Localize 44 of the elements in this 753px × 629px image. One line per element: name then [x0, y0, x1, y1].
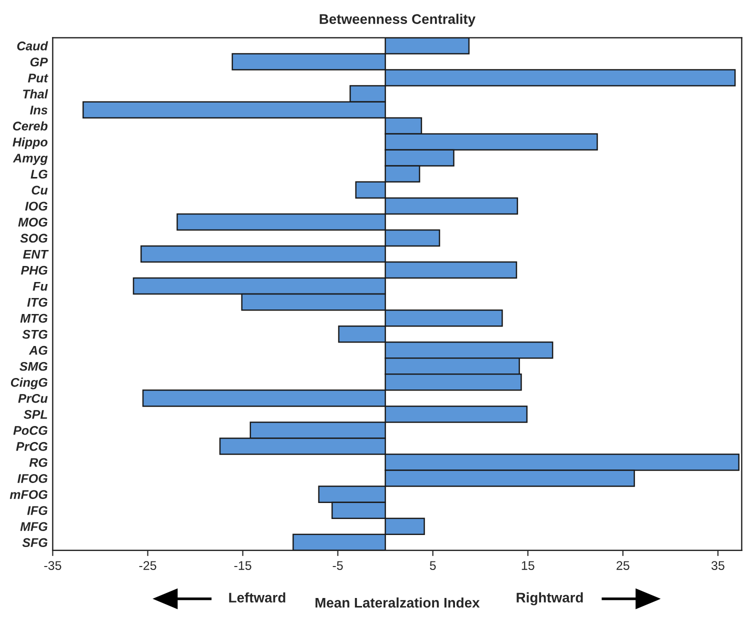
y-tick-label: SOG — [20, 234, 48, 243]
y-tick-label: GP — [30, 58, 48, 66]
y-tick-label: RG — [29, 458, 48, 467]
y-tick-label: STG — [22, 330, 48, 339]
y-tick-label: CingG — [10, 378, 48, 390]
y-tick-label: PHG — [20, 266, 48, 275]
y-tick-label: AG — [28, 346, 48, 355]
y-tick-label: Thal — [23, 89, 48, 98]
y-tick-label: PoCG — [13, 426, 48, 435]
x-tick-label: 15 — [522, 561, 534, 570]
y-tick-label: ENT — [23, 250, 49, 259]
x-tick-label: -5 — [332, 561, 343, 570]
y-tick-label: Put — [28, 74, 48, 82]
y-tick-label: Ins — [30, 106, 48, 114]
y-tick-label: MOG — [18, 218, 48, 227]
y-tick-label: Cu — [32, 186, 48, 195]
y-tick-label: LG — [30, 170, 48, 179]
y-tick-label: Caud — [17, 41, 48, 50]
y-tick-label: PrCG — [16, 442, 48, 451]
x-tick-label: -15 — [234, 561, 252, 570]
x-axis-title: Mean Lateralzation Index — [316, 597, 480, 608]
y-tick-label: SFG — [22, 538, 48, 548]
y-tick-label: Amyg — [12, 154, 48, 166]
x-tick-label: 5 — [430, 561, 436, 570]
x-tick-label: -35 — [44, 561, 62, 570]
y-tick-label: PrCu — [18, 394, 48, 403]
y-tick-label: IOG — [25, 202, 48, 211]
y-tick-label: IFG — [27, 506, 48, 515]
y-tick-label: MTG — [20, 314, 48, 323]
y-tick-label: Cereb — [13, 121, 48, 130]
text: Rightward — [516, 592, 583, 606]
y-tick-label: SMG — [20, 362, 48, 371]
chart-title: Betweenness Centrality — [320, 14, 476, 27]
y-tick-label: Hippo — [12, 137, 48, 149]
x-tick-label: 25 — [616, 561, 630, 570]
y-tick-label: mFOG — [10, 490, 48, 499]
x-tick-label: -25 — [139, 561, 156, 570]
y-tick-label: ITG — [27, 298, 48, 307]
x-tick-label: 35 — [711, 561, 724, 570]
y-tick-label: MFG — [20, 522, 48, 531]
y-tick-label: IFOG — [18, 474, 48, 483]
text: Leftward — [229, 592, 286, 603]
y-tick-label: SPL — [24, 410, 48, 419]
y-tick-label: Fu — [32, 282, 48, 291]
